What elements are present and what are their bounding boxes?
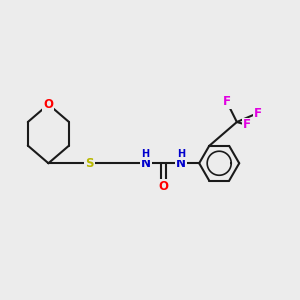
- Text: F: F: [254, 107, 262, 120]
- Text: N: N: [141, 157, 151, 170]
- Text: S: S: [85, 157, 94, 170]
- Text: H: H: [142, 149, 150, 159]
- Text: N: N: [176, 157, 186, 170]
- Text: O: O: [44, 98, 53, 111]
- Text: H: H: [177, 149, 185, 159]
- Text: F: F: [223, 95, 231, 108]
- Text: F: F: [243, 118, 251, 131]
- Text: O: O: [158, 180, 168, 193]
